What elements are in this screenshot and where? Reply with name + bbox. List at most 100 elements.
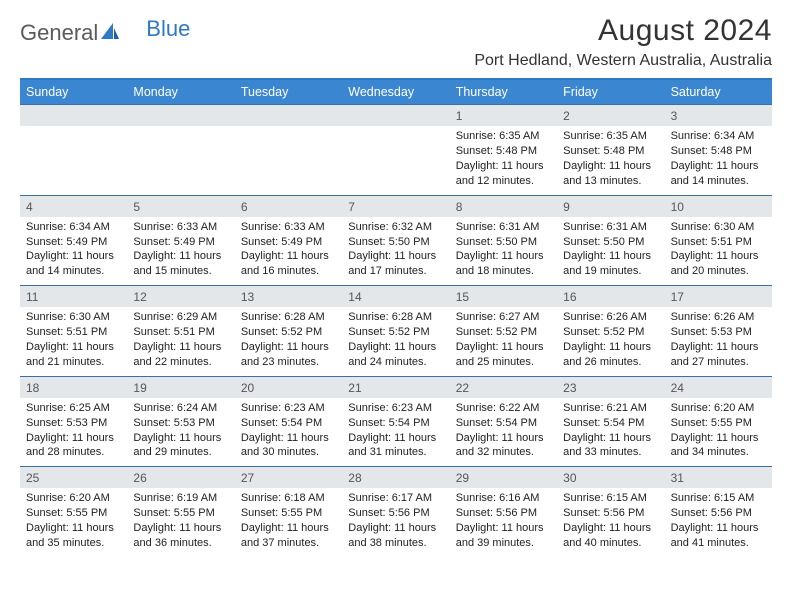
daylight-line: Daylight: 11 hours and 15 minutes.	[133, 249, 228, 279]
day-number: 27	[235, 467, 342, 488]
day-details: Sunrise: 6:30 AMSunset: 5:51 PMDaylight:…	[665, 217, 772, 285]
sunrise-line: Sunrise: 6:16 AM	[456, 491, 551, 506]
sunrise-line: Sunrise: 6:28 AM	[348, 310, 443, 325]
calendar-cell: 18Sunrise: 6:25 AMSunset: 5:53 PMDayligh…	[20, 377, 127, 467]
sunset-line: Sunset: 5:56 PM	[563, 506, 658, 521]
sunset-line: Sunset: 5:55 PM	[26, 506, 121, 521]
daylight-line: Daylight: 11 hours and 21 minutes.	[26, 340, 121, 370]
day-details: Sunrise: 6:31 AMSunset: 5:50 PMDaylight:…	[557, 217, 664, 285]
daylight-line: Daylight: 11 hours and 20 minutes.	[671, 249, 766, 279]
calendar-cell: 12Sunrise: 6:29 AMSunset: 5:51 PMDayligh…	[127, 286, 234, 376]
dayhead-sunday: Sunday	[20, 80, 127, 104]
day-number: 13	[235, 286, 342, 307]
day-details: Sunrise: 6:28 AMSunset: 5:52 PMDaylight:…	[342, 307, 449, 375]
sunset-line: Sunset: 5:54 PM	[456, 416, 551, 431]
day-details: Sunrise: 6:35 AMSunset: 5:48 PMDaylight:…	[450, 126, 557, 194]
sunrise-line: Sunrise: 6:34 AM	[26, 220, 121, 235]
sunrise-line: Sunrise: 6:20 AM	[671, 401, 766, 416]
day-number: 8	[450, 196, 557, 217]
calendar-week: 18Sunrise: 6:25 AMSunset: 5:53 PMDayligh…	[20, 376, 772, 467]
brand-text-1: General	[20, 20, 98, 46]
calendar-cell: 30Sunrise: 6:15 AMSunset: 5:56 PMDayligh…	[557, 467, 664, 557]
calendar-cell: 8Sunrise: 6:31 AMSunset: 5:50 PMDaylight…	[450, 196, 557, 286]
day-details: Sunrise: 6:30 AMSunset: 5:51 PMDaylight:…	[20, 307, 127, 375]
day-number: 3	[665, 105, 772, 126]
calendar-week: 4Sunrise: 6:34 AMSunset: 5:49 PMDaylight…	[20, 195, 772, 286]
sunrise-line: Sunrise: 6:23 AM	[241, 401, 336, 416]
day-details: Sunrise: 6:33 AMSunset: 5:49 PMDaylight:…	[235, 217, 342, 285]
calendar-cell: 24 Sunrise: 6:20 AMSunset: 5:55 PMDayligh…	[665, 377, 772, 467]
sunrise-line: Sunrise: 6:19 AM	[133, 491, 228, 506]
day-number: 22	[450, 377, 557, 398]
sunset-line: Sunset: 5:48 PM	[563, 144, 658, 159]
day-number: 16	[557, 286, 664, 307]
day-details: Sunrise: 6:15 AMSunset: 5:56 PMDaylight:…	[665, 488, 772, 556]
daylight-line: Daylight: 11 hours and 23 minutes.	[241, 340, 336, 370]
daylight-line: Daylight: 11 hours and 18 minutes.	[456, 249, 551, 279]
day-details: Sunrise: 6:26 AMSunset: 5:52 PMDaylight:…	[557, 307, 664, 375]
day-number: 4	[20, 196, 127, 217]
calendar-week: 11Sunrise: 6:30 AMSunset: 5:51 PMDayligh…	[20, 285, 772, 376]
calendar-cell: 6Sunrise: 6:33 AMSunset: 5:49 PMDaylight…	[235, 196, 342, 286]
day-details: Sunrise: 6:25 AMSunset: 5:53 PMDaylight:…	[20, 398, 127, 466]
day-number: 12	[127, 286, 234, 307]
sunset-line: Sunset: 5:53 PM	[671, 325, 766, 340]
daylight-line: Daylight: 11 hours and 27 minutes.	[671, 340, 766, 370]
sunrise-line: Sunrise: 6:23 AM	[348, 401, 443, 416]
calendar-cell: 26Sunrise: 6:19 AMSunset: 5:55 PMDayligh…	[127, 467, 234, 557]
day-number: 24	[665, 377, 772, 398]
sunrise-line: Sunrise: 6:30 AM	[671, 220, 766, 235]
day-details: Sunrise: 6:17 AMSunset: 5:56 PMDaylight:…	[342, 488, 449, 556]
calendar-cell	[127, 105, 234, 195]
day-number: 20	[235, 377, 342, 398]
daylight-line: Daylight: 11 hours and 32 minutes.	[456, 431, 551, 461]
sunset-line: Sunset: 5:55 PM	[671, 416, 766, 431]
sunset-line: Sunset: 5:56 PM	[456, 506, 551, 521]
dayhead-saturday: Saturday	[665, 80, 772, 104]
day-details: Sunrise: 6:34 AMSunset: 5:49 PMDaylight:…	[20, 217, 127, 285]
dayhead-thursday: Thursday	[450, 80, 557, 104]
sunset-line: Sunset: 5:52 PM	[563, 325, 658, 340]
daylight-line: Daylight: 11 hours and 33 minutes.	[563, 431, 658, 461]
day-details: Sunrise: 6:33 AMSunset: 5:49 PMDaylight:…	[127, 217, 234, 285]
sunset-line: Sunset: 5:52 PM	[241, 325, 336, 340]
calendar-cell: 9Sunrise: 6:31 AMSunset: 5:50 PMDaylight…	[557, 196, 664, 286]
daylight-line: Daylight: 11 hours and 34 minutes.	[671, 431, 766, 461]
calendar-cell: 23Sunrise: 6:21 AMSunset: 5:54 PMDayligh…	[557, 377, 664, 467]
day-number: 10	[665, 196, 772, 217]
calendar-cell	[235, 105, 342, 195]
sunrise-line: Sunrise: 6:21 AM	[563, 401, 658, 416]
sunset-line: Sunset: 5:51 PM	[26, 325, 121, 340]
daylight-line: Daylight: 11 hours and 39 minutes.	[456, 521, 551, 551]
day-details: Sunrise: 6:32 AMSunset: 5:50 PMDaylight:…	[342, 217, 449, 285]
calendar-cell: 21Sunrise: 6:23 AMSunset: 5:54 PMDayligh…	[342, 377, 449, 467]
day-details: Sunrise: 6:28 AMSunset: 5:52 PMDaylight:…	[235, 307, 342, 375]
day-number: 21	[342, 377, 449, 398]
day-number	[235, 105, 342, 126]
daylight-line: Daylight: 11 hours and 24 minutes.	[348, 340, 443, 370]
sunset-line: Sunset: 5:49 PM	[26, 235, 121, 250]
day-details: Sunrise: 6:15 AMSunset: 5:56 PMDaylight:…	[557, 488, 664, 556]
sunset-line: Sunset: 5:51 PM	[671, 235, 766, 250]
daylight-line: Daylight: 11 hours and 38 minutes.	[348, 521, 443, 551]
dayhead-tuesday: Tuesday	[235, 80, 342, 104]
dayhead-friday: Friday	[557, 80, 664, 104]
sunset-line: Sunset: 5:53 PM	[133, 416, 228, 431]
sunrise-line: Sunrise: 6:34 AM	[671, 129, 766, 144]
calendar-cell: 4Sunrise: 6:34 AMSunset: 5:49 PMDaylight…	[20, 196, 127, 286]
calendar-cell: 3Sunrise: 6:34 AMSunset: 5:48 PMDaylight…	[665, 105, 772, 195]
day-details: Sunrise: 6:34 AMSunset: 5:48 PMDaylight:…	[665, 126, 772, 194]
brand-logo: General Blue	[20, 14, 190, 46]
sunrise-line: Sunrise: 6:33 AM	[133, 220, 228, 235]
dayhead-wednesday: Wednesday	[342, 80, 449, 104]
sunset-line: Sunset: 5:50 PM	[456, 235, 551, 250]
sunrise-line: Sunrise: 6:32 AM	[348, 220, 443, 235]
sunrise-line: Sunrise: 6:28 AM	[241, 310, 336, 325]
sunset-line: Sunset: 5:56 PM	[671, 506, 766, 521]
daylight-line: Daylight: 11 hours and 41 minutes.	[671, 521, 766, 551]
calendar-cell: 15Sunrise: 6:27 AMSunset: 5:52 PMDayligh…	[450, 286, 557, 376]
sunrise-line: Sunrise: 6:33 AM	[241, 220, 336, 235]
sunrise-line: Sunrise: 6:25 AM	[26, 401, 121, 416]
sunrise-line: Sunrise: 6:22 AM	[456, 401, 551, 416]
sunrise-line: Sunrise: 6:24 AM	[133, 401, 228, 416]
